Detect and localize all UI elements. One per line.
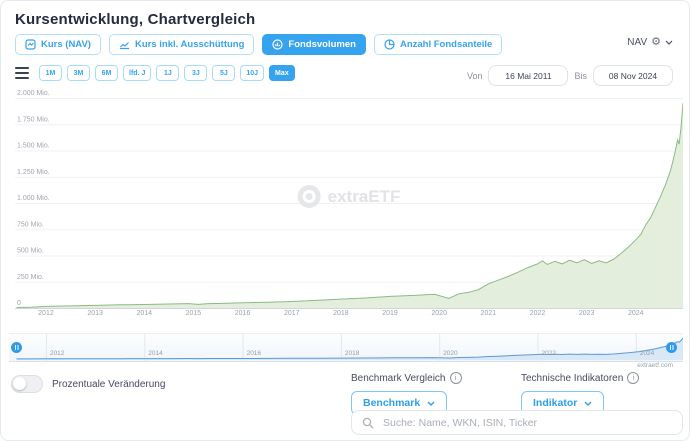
x-axis-label: 2022 [529, 310, 546, 317]
navigator-year-label: 2014 [148, 350, 163, 357]
range-button-1j[interactable]: 1J [156, 65, 180, 81]
y-axis-label: 250 Mio. [17, 274, 44, 281]
navigator-year-label: 2022 [541, 350, 556, 357]
from-label: Von [466, 70, 483, 81]
range-button-ytd[interactable]: lfd. J [123, 65, 152, 81]
navigator-area-fill [16, 338, 683, 360]
x-axis-label: 2017 [283, 310, 300, 317]
date-range: Von Bis [467, 65, 673, 86]
from-date-input[interactable] [488, 65, 569, 86]
range-button-6m[interactable]: 6M [95, 65, 118, 81]
to-date-input[interactable] [593, 65, 673, 86]
navigator-left-handle[interactable] [11, 342, 22, 353]
benchmark-label: Benchmark Vergleich [351, 372, 446, 384]
range-button-1m[interactable]: 1M [39, 65, 62, 81]
indicator-dropdown-label: Indikator [533, 397, 578, 409]
y-axis-label: 1.250 Mio. [17, 169, 50, 176]
chevron-down-icon [584, 401, 592, 406]
range-navigator[interactable]: 2012 2014 2016 2018 2020 2022 2024 [9, 333, 683, 362]
info-icon[interactable]: i [449, 372, 462, 384]
y-axis-label: 1.500 Mio. [17, 143, 50, 150]
page-title: Kursentwicklung, Chartvergleich [15, 11, 256, 28]
to-label: Bis [574, 70, 587, 81]
navigator-line [16, 337, 683, 360]
benchmark-dropdown-label: Benchmark [363, 397, 421, 409]
x-axis-label: 2012 [38, 310, 54, 317]
line-chart-icon [119, 42, 129, 50]
y-axis-label: 500 Mio. [17, 248, 44, 255]
navigator-year-label: 2024 [639, 350, 655, 357]
range-controls: 1M 3M 6M lfd. J 1J 3J 5J 10J Max [15, 65, 295, 81]
x-axis-label: 2023 [578, 310, 595, 317]
nav-dropdown-label: NAV [627, 37, 648, 48]
attribution-text: extraetf.com [637, 362, 673, 369]
tab-kurs-nav[interactable]: Kurs (NAV) [15, 34, 101, 55]
tab-label: Kurs (NAV) [41, 39, 91, 50]
percent-change-label: Prozentuale Veränderung [52, 378, 166, 390]
y-axis-label: 1.750 Mio. [17, 116, 50, 123]
nav-dropdown[interactable]: NAV ⚙ [627, 37, 673, 48]
x-axis-label: 2015 [185, 310, 202, 317]
info-icon[interactable]: i [627, 372, 640, 384]
percent-change-toggle[interactable] [11, 375, 43, 393]
tab-label: Kurs inkl. Ausschüttung [134, 39, 245, 50]
navigator-year-label: 2016 [246, 350, 262, 357]
x-axis-label: 2018 [333, 310, 349, 317]
gear-icon: ⚙ [651, 36, 661, 48]
nav-chart-icon [25, 39, 36, 50]
navigator-year-label: 2018 [344, 350, 360, 357]
navigator-year-label: 2020 [443, 350, 458, 357]
y-axis-label: 750 Mio. [17, 221, 44, 228]
indicators-label: Technische Indikatoren [521, 372, 624, 384]
x-axis-label: 2019 [382, 310, 398, 317]
x-axis-label: 2013 [87, 310, 103, 317]
volume-chart-icon [272, 39, 284, 50]
range-button-3j[interactable]: 3J [184, 65, 208, 81]
view-tabs: Kurs (NAV) Kurs inkl. Ausschüttung Fonds… [15, 34, 503, 55]
x-axis-label: 2016 [234, 310, 251, 317]
pie-chart-icon [384, 39, 395, 50]
navigator-right-handle[interactable] [666, 342, 677, 353]
chevron-down-icon [427, 401, 435, 406]
main-chart-area[interactable]: 2.000 Mio. 1.750 Mio. 1.500 Mio. 1.250 Mio.… [15, 85, 683, 313]
tab-anzahl-fondsanteile[interactable]: Anzahl Fondsanteile [373, 34, 503, 55]
range-button-5j[interactable]: 5J [212, 65, 236, 81]
tab-label: Anzahl Fondsanteile [399, 39, 493, 50]
x-axis-label: 2024 [628, 310, 644, 317]
navigator-year-label: 2012 [49, 350, 65, 357]
tab-fondsvolumen[interactable]: Fondsvolumen [262, 34, 366, 55]
search-icon [362, 417, 374, 428]
y-axis-label: 2.000 Mio. [17, 90, 50, 97]
fondsvolumen-area-chart[interactable]: 2.000 Mio. 1.750 Mio. 1.500 Mio. 1.250 Mio.… [15, 85, 683, 313]
chart-menu-icon[interactable] [15, 67, 29, 79]
comparison-search [351, 410, 683, 435]
y-axis-label: 1.000 Mio. [17, 195, 50, 202]
x-axis-label: 2021 [480, 310, 497, 317]
navigator-mini-chart [16, 334, 683, 361]
percent-change-row: Prozentuale Veränderung [11, 375, 165, 393]
x-axis-label: 2014 [136, 310, 153, 317]
indicators-group: Technische Indikatoren i Indikator [521, 372, 640, 415]
tab-kurs-ausschuettung[interactable]: Kurs inkl. Ausschüttung [108, 34, 255, 55]
chevron-down-icon [665, 40, 673, 45]
range-button-10j[interactable]: 10J [240, 65, 265, 81]
benchmark-group: Benchmark Vergleich i Benchmark [351, 372, 462, 415]
tab-label: Fondsvolumen [288, 39, 356, 50]
y-axis-label: 0 [17, 300, 21, 307]
search-input[interactable] [381, 415, 672, 430]
range-button-max[interactable]: Max [269, 65, 295, 81]
toggle-knob [13, 377, 26, 390]
range-button-3m[interactable]: 3M [67, 65, 90, 81]
area-line [16, 103, 683, 308]
area-fill [16, 103, 683, 308]
x-axis-label: 2020 [431, 310, 447, 317]
